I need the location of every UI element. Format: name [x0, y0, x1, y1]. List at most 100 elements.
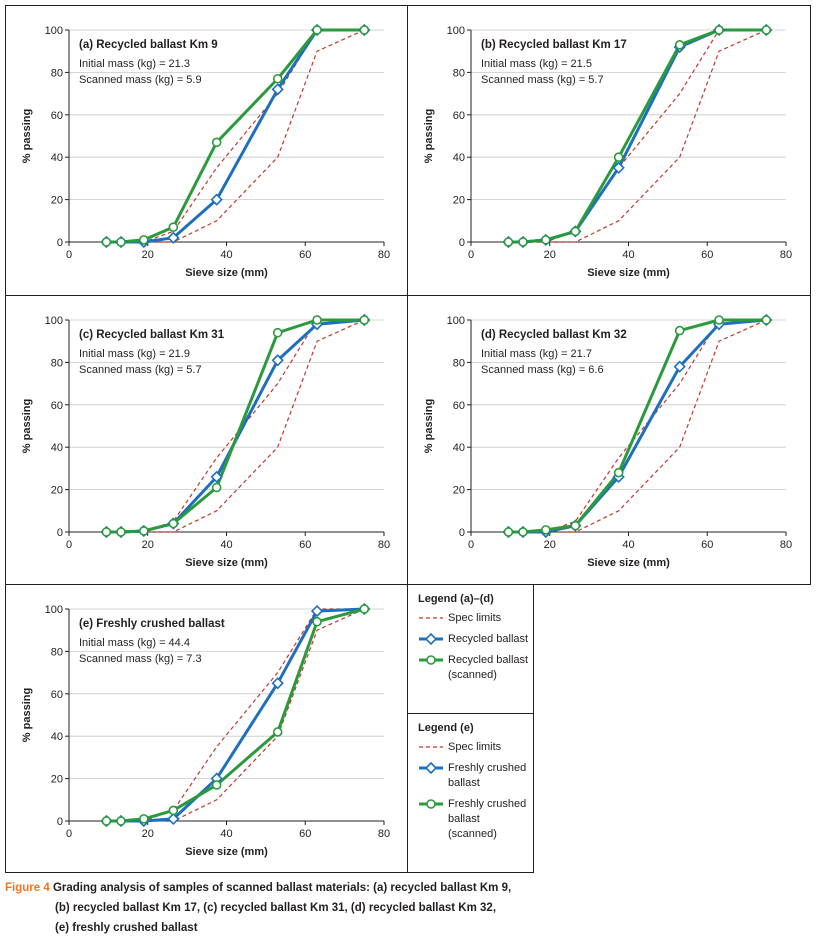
series-line — [106, 319, 365, 533]
marker — [101, 816, 112, 826]
marker — [271, 354, 284, 367]
legend-item: Recycled ballast (scanned) — [418, 653, 533, 683]
marker — [518, 527, 528, 537]
x-tick-label: 20 — [544, 539, 556, 551]
marker — [101, 237, 112, 247]
marker — [359, 604, 370, 614]
x-tick-label: 80 — [780, 539, 792, 551]
annotation: Initial mass (kg) = 21.5 — [481, 58, 592, 70]
legend-item: Freshly crushed ballast — [418, 761, 533, 791]
marker — [139, 235, 149, 245]
marker — [541, 525, 551, 535]
marker — [167, 812, 180, 826]
caption-text: Grading analysis of samples of scanned b… — [52, 882, 512, 894]
marker — [211, 482, 222, 493]
series-line — [508, 319, 767, 533]
x-axis-label: Sieve size (mm) — [185, 557, 268, 569]
marker — [168, 518, 179, 529]
chart-title: (c) Recycled ballast Km 31 — [79, 329, 225, 341]
y-tick-label: 0 — [57, 816, 63, 828]
y-tick-label: 100 — [447, 25, 465, 37]
chart-panel: 0 20 40 60 80 100 0 20 40 60 80 Sieve size (mm) % pa… — [407, 5, 811, 296]
x-tick-label: 20 — [142, 539, 154, 551]
marker — [503, 237, 514, 247]
x-axis-label: Sieve size (mm) — [587, 557, 670, 569]
annotation: Scanned mass (kg) = 5.9 — [79, 74, 202, 86]
chart-title: (d) Recycled ballast Km 32 — [481, 329, 627, 341]
y-axis-label: % passing — [423, 109, 435, 163]
y-tick-label: 80 — [453, 67, 465, 79]
y-tick-label: 60 — [51, 110, 63, 122]
y-tick-label: 40 — [51, 731, 63, 743]
caption-label: Figure 4 — [5, 882, 50, 894]
series-line — [106, 608, 365, 822]
annotation: Scanned mass (kg) = 5.7 — [79, 364, 202, 376]
marker — [518, 237, 528, 247]
legend-label: Recycled ballast (scanned) — [448, 654, 529, 681]
y-tick-label: 20 — [51, 774, 63, 786]
marker — [424, 632, 438, 646]
y-tick-label: 40 — [453, 152, 465, 164]
x-tick-label: 0 — [66, 828, 72, 840]
legend-icon — [419, 632, 443, 646]
legend-label: Freshly crushed ballast (scanned) — [448, 798, 527, 840]
marker — [674, 325, 685, 336]
marker — [116, 527, 126, 537]
x-axis-label: Sieve size (mm) — [185, 846, 268, 858]
marker — [167, 231, 180, 244]
chart-panel: 0 20 40 60 80 100 0 20 40 60 80 Sieve size (mm) % pa… — [5, 5, 408, 296]
chart-title: (e) Freshly crushed ballast — [79, 618, 225, 630]
legend-item: Spec limits — [418, 740, 533, 755]
marker — [761, 315, 772, 325]
marker — [271, 83, 284, 96]
marker — [674, 40, 685, 50]
caption-text: (e) freshly crushed ballast — [55, 922, 198, 934]
y-tick-label: 40 — [453, 442, 465, 454]
series-line — [106, 608, 365, 822]
legend-title: Legend (a)–(d) — [418, 593, 494, 605]
x-tick-label: 60 — [299, 828, 311, 840]
series-line — [508, 29, 767, 243]
marker — [570, 520, 581, 531]
chart: 0 20 40 60 80 100 0 20 40 60 80 Sieve size (mm) % pa… — [423, 313, 792, 569]
y-tick-label: 80 — [51, 646, 63, 658]
legend-icon — [419, 617, 443, 619]
marker — [673, 360, 686, 373]
x-tick-label: 40 — [220, 828, 232, 840]
y-tick-label: 0 — [459, 527, 465, 539]
marker — [271, 677, 284, 690]
chart-title: (a) Recycled ballast Km 9 — [79, 39, 218, 51]
x-tick-label: 20 — [142, 249, 154, 261]
x-tick-label: 80 — [378, 249, 390, 261]
x-tick-label: 60 — [299, 249, 311, 261]
marker — [612, 161, 625, 174]
marker — [359, 25, 370, 35]
legend-icon — [419, 799, 443, 809]
x-axis-label: Sieve size (mm) — [587, 267, 670, 279]
x-tick-label: 60 — [701, 249, 713, 261]
y-tick-label: 20 — [453, 485, 465, 497]
x-tick-label: 40 — [220, 539, 232, 551]
x-tick-label: 0 — [66, 249, 72, 261]
caption: Figure 4 Grading analysis of samples of … — [5, 878, 511, 938]
x-tick-label: 60 — [299, 539, 311, 551]
y-tick-label: 100 — [45, 25, 63, 37]
marker — [139, 526, 149, 536]
marker — [168, 222, 179, 232]
y-tick-label: 20 — [51, 485, 63, 497]
x-tick-label: 80 — [378, 539, 390, 551]
legend-label: Recycled ballast — [448, 633, 529, 645]
y-tick-label: 80 — [51, 67, 63, 79]
marker — [116, 237, 126, 247]
legend-label: Spec limits — [448, 741, 502, 753]
chart-panel: 0 20 40 60 80 100 0 20 40 60 80 Sieve size (mm) % pa… — [5, 295, 408, 585]
marker — [503, 527, 514, 537]
chart-panel: 0 20 40 60 80 100 0 20 40 60 80 Sieve size (mm) % pa… — [407, 295, 811, 585]
marker — [613, 467, 624, 478]
marker — [424, 761, 438, 775]
marker — [714, 25, 724, 35]
y-tick-label: 0 — [459, 237, 465, 249]
annotation: Scanned mass (kg) = 7.3 — [79, 653, 202, 665]
caption-line: Figure 4 Grading analysis of samples of … — [5, 878, 511, 898]
series-line — [106, 29, 365, 243]
